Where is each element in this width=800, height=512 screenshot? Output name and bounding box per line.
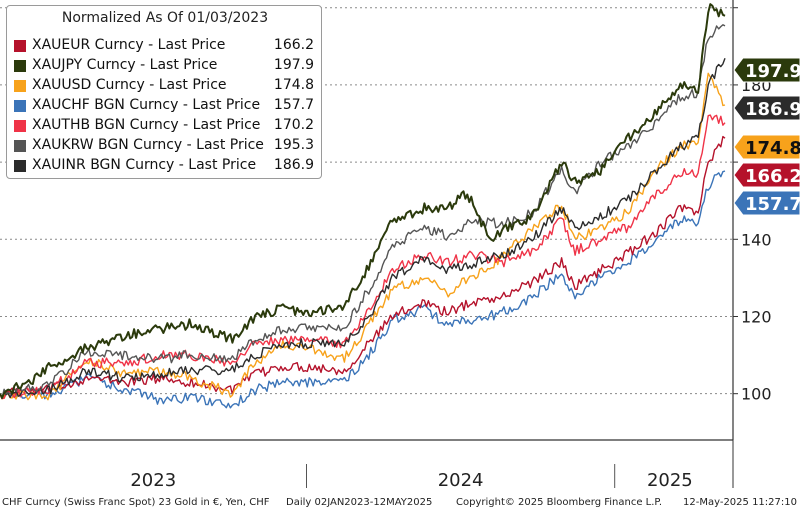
y-tick-label: 100 (741, 385, 772, 404)
last-value-tags: 197.9 186.9 174.8 166.2 157.7 (733, 57, 800, 216)
legend-value: 170.2 (273, 117, 314, 133)
legend-swatch (14, 80, 26, 92)
tag-shape (733, 162, 800, 188)
series-line (0, 3, 726, 399)
legend-item-xauinr: XAUINR BGN Curncy - Last Price 186.9 (14, 157, 314, 175)
chart-title: Normalized As Of 01/03/2023 (61, 10, 269, 26)
legend-item-xaukrw: XAUKRW BGN Curncy - Last Price 195.3 (14, 137, 314, 155)
last-value-tag: 186.9 (733, 95, 800, 121)
legend-label: XAUCHF BGN Curncy - Last Price (32, 97, 261, 113)
tag-shape (733, 57, 800, 83)
tag-label: 166.2 (745, 166, 800, 187)
legend-value: 186.9 (273, 157, 314, 173)
legend-swatch (14, 120, 26, 132)
legend-value: 174.8 (273, 77, 314, 93)
legend-swatch (14, 100, 26, 112)
x-tick-labels: 2023 2024 2025 (130, 470, 692, 491)
tag-shape (733, 134, 800, 160)
grid-lines (0, 7, 733, 395)
legend-value: 157.7 (273, 97, 314, 113)
legend-item-xauusd: XAUUSD Curncy - Last Price 174.8 (14, 77, 314, 95)
x-tick-label: 2024 (438, 470, 484, 491)
legend-label: XAUEUR Curncy - Last Price (32, 37, 226, 53)
legend-swatch (14, 140, 26, 152)
series-line (0, 170, 726, 409)
footer-copyright: Copyright© 2025 Bloomberg Finance L.P. (456, 497, 663, 508)
series-line (0, 24, 726, 399)
legend-swatch (14, 40, 26, 52)
x-tick-label: 2025 (647, 470, 693, 491)
series-line (0, 72, 726, 401)
legend-item-xauchf: XAUCHF BGN Curncy - Last Price 157.7 (14, 97, 314, 115)
legend-value: 166.2 (273, 37, 314, 53)
tag-label: 197.9 (745, 61, 800, 82)
legend-label: XAUTHB BGN Curncy - Last Price (32, 117, 261, 133)
tag-label: 174.8 (745, 138, 800, 159)
series-line (0, 114, 726, 400)
legend-label: XAUINR BGN Curncy - Last Price (32, 157, 257, 173)
legend-swatch (14, 160, 26, 172)
legend-label: XAUUSD Curncy - Last Price (32, 77, 227, 93)
legend-swatch (14, 60, 26, 72)
series-lines (0, 3, 726, 409)
tag-label: 157.7 (745, 194, 800, 215)
footer: CHF Curncy (Swiss Franc Spot) 23 Gold in… (0, 492, 800, 512)
legend-value: 195.3 (273, 137, 314, 153)
tag-shape (733, 190, 800, 216)
footer-source: CHF Curncy (Swiss Franc Spot) 23 Gold in… (2, 497, 270, 508)
tag-label: 186.9 (745, 99, 800, 120)
axes (0, 0, 738, 488)
legend-item-xauthb: XAUTHB BGN Curncy - Last Price 170.2 (14, 117, 314, 135)
last-value-tag: 166.2 (733, 162, 800, 188)
last-value-tag: 197.9 (733, 57, 800, 83)
legend-label: XAUJPY Curncy - Last Price (32, 57, 218, 73)
footer-range: Daily 02JAN2023-12MAY2025 (286, 497, 433, 508)
footer-timestamp: 12-May-2025 11:27:10 (683, 497, 797, 508)
legend-item-xaueur: XAUEUR Curncy - Last Price 166.2 (14, 37, 314, 55)
legend-value: 197.9 (273, 57, 314, 73)
last-value-tag: 174.8 (733, 134, 800, 160)
y-tick-label: 140 (741, 230, 772, 249)
tag-shape (733, 95, 800, 121)
legend: Normalized As Of 01/03/2023 XAUEUR Curnc… (6, 5, 322, 179)
y-tick-label: 120 (741, 307, 772, 326)
x-tick-label: 2023 (130, 470, 176, 491)
last-value-tag: 157.7 (733, 190, 800, 216)
legend-label: XAUKRW BGN Curncy - Last Price (32, 137, 264, 153)
series-line (0, 58, 726, 400)
legend-item-xaujpy: XAUJPY Curncy - Last Price 197.9 (14, 57, 314, 75)
